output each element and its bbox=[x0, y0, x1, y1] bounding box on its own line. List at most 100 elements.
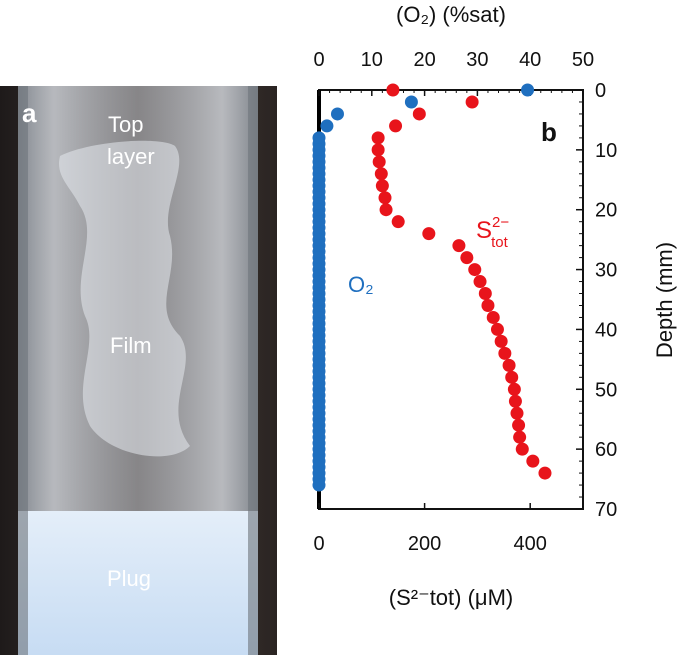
o2-point bbox=[312, 215, 326, 229]
sulfide-point bbox=[378, 191, 392, 205]
o2-point bbox=[312, 448, 326, 462]
o2-point bbox=[312, 143, 326, 157]
top-tick-label: 30 bbox=[466, 49, 488, 71]
sulfide-label-main: S bbox=[476, 217, 492, 244]
sulfide-point bbox=[508, 394, 522, 408]
tube-right-wall bbox=[248, 86, 258, 655]
film-layer bbox=[59, 140, 190, 457]
sulfide-point bbox=[478, 287, 492, 301]
bottom-axis-title: (S²⁻tot) (μM) bbox=[389, 585, 514, 610]
tube-left-wall bbox=[18, 86, 28, 655]
right-tick-label: 10 bbox=[595, 140, 617, 162]
sulfide-point bbox=[505, 370, 519, 384]
o2-point bbox=[312, 376, 326, 390]
right-tick-label: 30 bbox=[595, 260, 617, 282]
o2-point bbox=[330, 107, 344, 121]
sulfide-point bbox=[490, 322, 504, 336]
sulfide-point bbox=[494, 334, 508, 348]
o2-point bbox=[404, 95, 418, 109]
o2-point bbox=[312, 173, 326, 187]
o2-point bbox=[312, 245, 326, 259]
o2-point bbox=[312, 263, 326, 277]
top-axis: 0 10 20 30 40 50 bbox=[313, 49, 594, 96]
o2-point bbox=[312, 358, 326, 372]
sulfide-point bbox=[538, 466, 552, 480]
sulfide-point bbox=[510, 406, 524, 420]
label-film: Film bbox=[110, 333, 152, 358]
sulfide-point bbox=[452, 239, 466, 253]
o2-point bbox=[312, 281, 326, 295]
sulfide-point bbox=[386, 83, 400, 97]
top-tick-label: 40 bbox=[519, 49, 541, 71]
panel-label-a: a bbox=[22, 98, 37, 128]
sulfide-point bbox=[515, 442, 529, 456]
sulfide-point bbox=[473, 275, 487, 289]
o2-point bbox=[312, 316, 326, 330]
sulfide-point bbox=[526, 454, 540, 468]
o2-point bbox=[312, 298, 326, 312]
o2-point bbox=[312, 149, 326, 163]
right-tick-label: 20 bbox=[595, 200, 617, 222]
label-layer: layer bbox=[107, 144, 155, 169]
sulfide-point bbox=[512, 418, 526, 432]
right-axis: 0 10 20 30 40 50 60 70 bbox=[576, 80, 617, 521]
right-tick-label: 70 bbox=[595, 499, 617, 521]
sulfide-point bbox=[374, 167, 388, 181]
sulfide-point bbox=[379, 203, 393, 217]
right-axis-title: Depth (mm) bbox=[652, 242, 677, 358]
panel-label-b: b bbox=[541, 117, 557, 147]
right-tick-label: 50 bbox=[595, 379, 617, 401]
o2-point bbox=[312, 352, 326, 366]
o2-point bbox=[312, 257, 326, 271]
sulfide-label-sub: tot bbox=[491, 234, 509, 251]
sulfide-point bbox=[513, 430, 527, 444]
o2-point bbox=[312, 233, 326, 247]
o2-point bbox=[312, 406, 326, 420]
sulfide-point bbox=[498, 346, 512, 360]
o2-point bbox=[312, 304, 326, 318]
o2-point bbox=[312, 382, 326, 396]
plot-frame bbox=[317, 89, 584, 510]
o2-point bbox=[312, 269, 326, 283]
o2-point bbox=[312, 436, 326, 450]
sulfide-point bbox=[460, 251, 474, 265]
o2-point bbox=[312, 340, 326, 354]
sulfide-point bbox=[468, 263, 482, 277]
o2-point bbox=[312, 424, 326, 438]
o2-point bbox=[312, 209, 326, 223]
sulfide-point bbox=[465, 95, 479, 109]
bottom-tick-label: 0 bbox=[313, 533, 324, 555]
o2-point bbox=[312, 185, 326, 199]
plot-border bbox=[318, 89, 584, 510]
o2-point bbox=[312, 293, 326, 306]
bottom-axis: 0 200 400 bbox=[313, 503, 547, 555]
o2-point bbox=[312, 460, 326, 474]
sulfide-point bbox=[391, 215, 405, 229]
o2-point bbox=[312, 322, 326, 336]
o2-point bbox=[312, 400, 326, 414]
o2-point bbox=[312, 197, 326, 211]
o2-point bbox=[312, 227, 326, 241]
culture-tube-photo: a Top layer Film Plug bbox=[0, 86, 277, 655]
sulfide-point bbox=[389, 119, 403, 133]
o2-point bbox=[312, 364, 326, 378]
top-tick-label: 50 bbox=[572, 49, 594, 71]
o2-series-label: O₂ bbox=[348, 272, 374, 297]
o2-point bbox=[312, 466, 326, 480]
o2-point bbox=[312, 239, 326, 253]
o2-point bbox=[312, 346, 326, 360]
sulfide-point bbox=[481, 298, 495, 312]
bottom-tick-label: 400 bbox=[514, 533, 547, 555]
sulfide-label-sup: 2− bbox=[492, 214, 509, 231]
o2-point bbox=[312, 370, 326, 384]
sulfide-point bbox=[412, 107, 426, 121]
o2-point bbox=[312, 430, 326, 444]
o2-point bbox=[312, 454, 326, 468]
o2-point bbox=[312, 310, 326, 324]
o2-point bbox=[312, 442, 326, 456]
o2-point bbox=[312, 472, 326, 486]
right-tick-label: 60 bbox=[595, 439, 617, 461]
o2-point bbox=[320, 119, 334, 133]
sulfide-point bbox=[371, 143, 385, 157]
o2-point bbox=[312, 478, 326, 492]
